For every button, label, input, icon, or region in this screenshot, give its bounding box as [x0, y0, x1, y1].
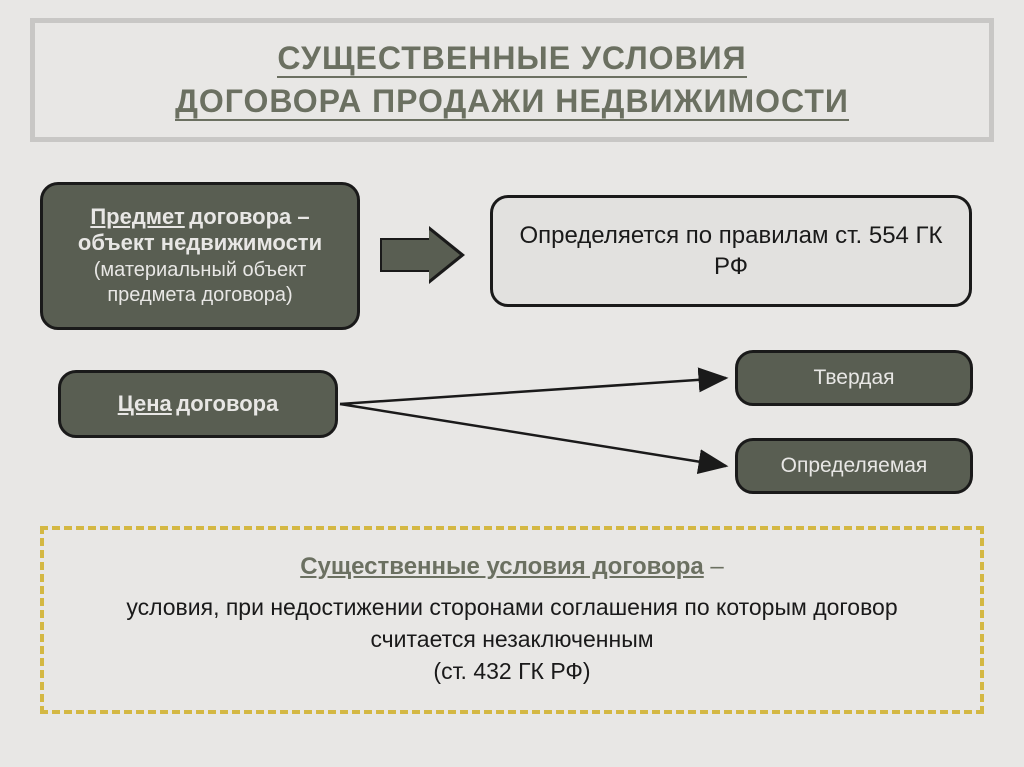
- definition-title: Существенные условия договора: [300, 553, 704, 580]
- price-node: Цена договора: [58, 370, 338, 438]
- definition-body: условия, при недостижении сторонами согл…: [74, 591, 950, 688]
- title-container: СУЩЕСТВЕННЫЕ УСЛОВИЯ ДОГОВОРА ПРОДАЖИ НЕ…: [30, 18, 994, 142]
- title-line2: ДОГОВОРА ПРОДАЖИ НЕДВИЖИМОСТИ: [175, 83, 849, 121]
- block-arrow-icon: [380, 226, 470, 284]
- price-title-row: Цена договора: [118, 391, 279, 417]
- subject-subtitle: (материальный объект предмета договора): [55, 258, 345, 308]
- subject-title-underlined: Предмет: [90, 204, 184, 229]
- subject-node: Предмет договора – объект недвижимости (…: [40, 182, 360, 330]
- title-line1: СУЩЕСТВЕННЫЕ УСЛОВИЯ: [277, 40, 746, 78]
- subject-title-row1: Предмет договора –: [90, 204, 309, 230]
- subject-title-rest: договора –: [189, 204, 309, 229]
- firm-label: Твердая: [813, 366, 894, 390]
- definition-ref: (ст. 432 ГК РФ): [433, 658, 590, 684]
- price-title-underlined: Цена: [118, 391, 172, 416]
- determinable-label: Определяемая: [781, 454, 928, 478]
- definition-title-row: Существенные условия договора –: [300, 553, 724, 581]
- rules-node: Определяется по правилам ст. 554 ГК РФ: [490, 195, 972, 307]
- rules-text: Определяется по правилам ст. 554 ГК РФ: [505, 220, 957, 282]
- determinable-node: Определяемая: [735, 438, 973, 494]
- firm-node: Твердая: [735, 350, 973, 406]
- subject-title-row2: объект недвижимости: [78, 230, 322, 256]
- price-title-rest: договора: [176, 391, 278, 416]
- definition-container: Существенные условия договора – условия,…: [40, 526, 984, 714]
- definition-body-text: условия, при недостижении сторонами согл…: [126, 594, 897, 652]
- definition-dash: –: [704, 553, 724, 580]
